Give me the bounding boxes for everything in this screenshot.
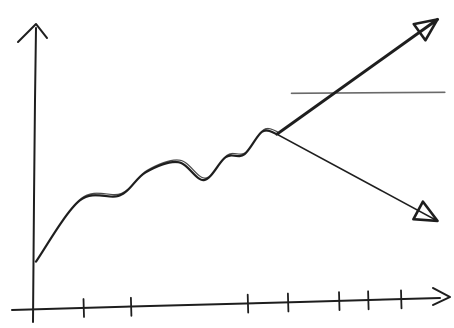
y-axis-arrowhead (17, 23, 48, 43)
x-tick-mark (129, 296, 133, 317)
series-main-trend-retrace (36, 127, 279, 261)
x-tick-mark (367, 290, 370, 311)
series-upward-projection (275, 17, 439, 136)
series-layer (34, 17, 439, 263)
series-downward-projection (276, 133, 439, 222)
x-axis-ticks (82, 289, 403, 318)
x-axis-arrowhead (432, 287, 451, 306)
y-axis-line (32, 27, 37, 323)
series-downward-projection-arrowhead-icon (412, 200, 439, 223)
x-axis-line (11, 297, 441, 311)
series-main-trend (34, 129, 278, 263)
x-tick-mark (246, 293, 250, 314)
series-upward-projection-arrowhead-icon (412, 18, 439, 42)
x-tick-mark (82, 298, 85, 318)
x-tick-mark (286, 292, 290, 313)
reference-line (290, 91, 446, 95)
x-tick-mark (400, 289, 403, 310)
x-tick-mark (338, 291, 341, 312)
x-axis (11, 287, 451, 318)
y-axis (17, 23, 48, 323)
arrowheads (412, 18, 439, 223)
